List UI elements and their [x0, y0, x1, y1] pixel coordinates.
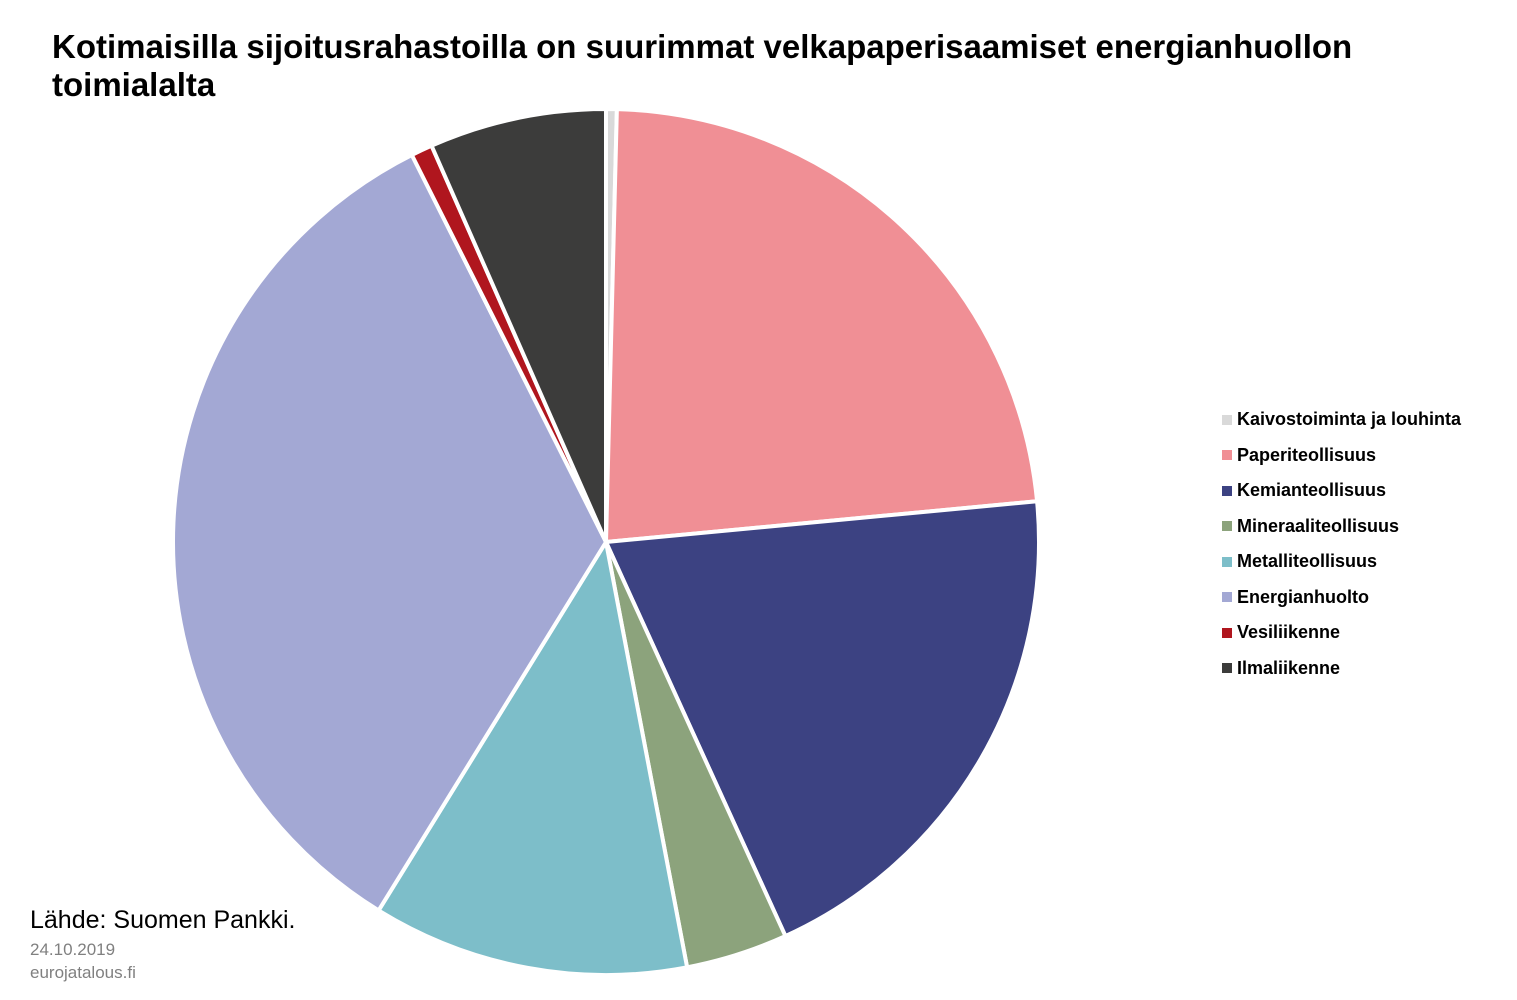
legend-swatch	[1222, 556, 1232, 567]
site-credit: eurojatalous.fi	[30, 963, 136, 982]
legend-label: Metalliteollisuus	[1237, 551, 1378, 572]
legend-item: Kemianteollisuus	[1222, 473, 1461, 509]
legend-label: Kaivostoiminta ja louhinta	[1237, 409, 1462, 430]
legend-swatch	[1222, 592, 1232, 603]
publish-date: 24.10.2019	[30, 940, 116, 959]
legend-label: Vesiliikenne	[1237, 622, 1341, 643]
legend-item: Ilmaliikenne	[1222, 651, 1461, 687]
pie-slice-1	[604, 107, 1040, 544]
pie-slice-7	[429, 107, 608, 544]
legend-item: Paperiteollisuus	[1222, 438, 1461, 474]
pie-slice-2	[604, 499, 1041, 939]
legend-item: Vesiliikenne	[1222, 615, 1461, 651]
legend-item: Mineraaliteollisuus	[1222, 509, 1461, 545]
chart-legend: Kaivostoiminta ja louhinta Paperiteollisu…	[1222, 402, 1461, 686]
legend-label: Ilmaliikenne	[1237, 657, 1341, 678]
legend-swatch	[1222, 414, 1232, 425]
pie-slice-5	[171, 152, 608, 913]
legend-label: Mineraaliteollisuus	[1237, 515, 1400, 536]
pie-slice-4	[376, 540, 690, 977]
legend-label: Kemianteollisuus	[1237, 480, 1387, 501]
legend-swatch	[1222, 627, 1232, 638]
legend-label: Paperiteollisuus	[1237, 444, 1377, 465]
legend-item: Energianhuolto	[1222, 580, 1461, 616]
legend-swatch	[1222, 450, 1232, 461]
legend-label: Energianhuolto	[1237, 586, 1369, 607]
legend-item: Metalliteollisuus	[1222, 544, 1461, 580]
legend-swatch	[1222, 521, 1232, 532]
legend-swatch	[1222, 485, 1232, 496]
legend-item: Kaivostoiminta ja louhinta	[1222, 402, 1461, 438]
legend-swatch	[1222, 663, 1232, 674]
chart-title: Kotimaisilla sijoitusrahastoilla on suur…	[52, 28, 1353, 103]
source-note: Lähde: Suomen Pankki.	[30, 906, 296, 934]
